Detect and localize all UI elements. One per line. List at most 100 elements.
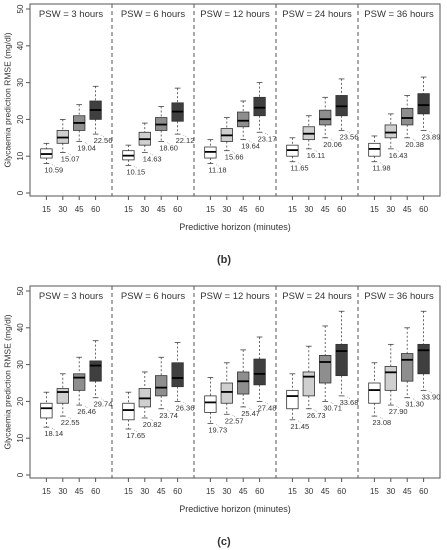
- median-label-leader: [84, 142, 89, 145]
- panel-c-chart: 0 10 20 30 40 50 Glycaemia prediction RMSE (mg…: [2, 285, 441, 514]
- median-label-leader: [265, 133, 269, 136]
- y-tick-label: 50: [16, 286, 25, 295]
- x-tick-label: 60: [173, 487, 182, 496]
- median-label-leader: [347, 131, 351, 134]
- median-label: 23.56: [340, 132, 359, 141]
- median-label-leader: [380, 162, 384, 165]
- median-label: 23.74: [159, 411, 178, 420]
- median-label: 25.47: [241, 409, 260, 418]
- median-label-leader: [380, 416, 384, 420]
- median-label-leader: [429, 131, 433, 134]
- x-tick-label: 60: [337, 487, 346, 496]
- x-tick-label: 45: [403, 487, 412, 496]
- median-label: 33.68: [340, 398, 359, 407]
- x-tick-label: 45: [321, 487, 330, 496]
- median-label: 31.30: [405, 400, 424, 409]
- box-30min: [220, 382, 233, 404]
- median-label-leader: [314, 409, 318, 412]
- box-45min: [401, 107, 414, 126]
- y-tick-label: 10: [16, 151, 25, 160]
- median-label: 26.73: [307, 411, 326, 420]
- median-label-leader: [347, 396, 351, 400]
- group-label: PSW = 3 hours: [39, 9, 103, 20]
- group-label: PSW = 36 hours: [364, 9, 434, 20]
- median-label-leader: [412, 138, 417, 142]
- x-tick-label: 45: [239, 205, 248, 214]
- median-label-leader: [166, 142, 171, 145]
- x-tick-label: 60: [255, 205, 264, 214]
- median-label: 16.11: [307, 151, 325, 160]
- y-tick-label: 10: [16, 433, 25, 442]
- box-15min: [368, 382, 381, 404]
- box-60min: [171, 362, 184, 388]
- median-label-leader: [68, 416, 72, 420]
- median-label: 30.71: [323, 403, 342, 412]
- panel-c-caption: (c): [217, 536, 231, 548]
- y-tick-label: 30: [16, 78, 25, 87]
- group-label: PSW = 24 hours: [282, 9, 352, 20]
- x-tick-label: 30: [386, 205, 395, 214]
- median-label: 22.56: [94, 136, 113, 145]
- median-label-leader: [216, 424, 220, 427]
- y-tick-label: 20: [16, 114, 25, 123]
- plot-frame: [29, 3, 441, 197]
- x-tick-label: 45: [157, 205, 166, 214]
- median-label-leader: [134, 166, 138, 169]
- median-label: 14.63: [143, 155, 162, 164]
- group-label: PSW = 12 hours: [200, 291, 270, 302]
- box-60min: [417, 93, 430, 115]
- median-label: 11.18: [208, 166, 226, 175]
- median-label: 17.65: [126, 431, 145, 440]
- median-label-leader: [183, 134, 187, 138]
- box-15min: [40, 402, 53, 419]
- x-tick-label: 45: [75, 487, 84, 496]
- median-label: 27.90: [389, 407, 408, 416]
- median-label: 10.59: [44, 166, 63, 175]
- median-label: 23.89: [422, 132, 441, 141]
- x-tick-label: 15: [206, 205, 215, 214]
- median-label: 11.98: [372, 164, 390, 173]
- x-tick-label: 15: [288, 205, 297, 214]
- median-label: 26.36: [176, 403, 195, 412]
- box-15min: [286, 389, 299, 410]
- median-label: 15.07: [61, 155, 80, 164]
- median-label: 29.74: [94, 400, 113, 409]
- x-tick-label: 60: [91, 205, 100, 214]
- y-axis-label: Glycaemia prediction RMSE (mg/dl): [2, 314, 12, 449]
- median-label: 22.57: [225, 416, 244, 425]
- x-axis-label: Predictive horizon (minutes): [179, 504, 291, 514]
- x-tick-label: 15: [124, 205, 133, 214]
- box-15min: [122, 402, 135, 421]
- median-label-leader: [216, 164, 220, 167]
- group-label: PSW = 6 hours: [121, 9, 185, 20]
- x-tick-label: 15: [206, 487, 215, 496]
- median-label-leader: [84, 405, 89, 409]
- x-tick-label: 45: [321, 205, 330, 214]
- box-45min: [401, 353, 414, 382]
- group-label: PSW = 3 hours: [39, 291, 103, 302]
- median-label-leader: [101, 134, 105, 138]
- x-tick-label: 30: [386, 487, 395, 496]
- x-tick-label: 45: [157, 487, 166, 496]
- median-label: 19.64: [241, 142, 260, 151]
- x-tick-label: 15: [370, 205, 379, 214]
- median-label-leader: [298, 162, 302, 165]
- x-tick-label: 45: [75, 205, 84, 214]
- median-label-leader: [134, 429, 138, 433]
- x-tick-label: 30: [304, 487, 313, 496]
- box-30min: [302, 371, 315, 397]
- y-tick-label: 50: [16, 4, 25, 13]
- x-tick-label: 30: [304, 205, 313, 214]
- median-label-leader: [232, 151, 236, 154]
- median-label: 15.66: [225, 153, 244, 162]
- x-tick-label: 15: [370, 487, 379, 496]
- median-label: 23.17: [258, 134, 277, 143]
- x-tick-label: 15: [42, 205, 51, 214]
- group-label: PSW = 24 hours: [282, 291, 352, 302]
- x-tick-label: 60: [173, 205, 182, 214]
- median-label-leader: [330, 402, 335, 405]
- x-tick-label: 60: [419, 205, 428, 214]
- median-label: 16.43: [389, 151, 408, 160]
- x-tick-label: 30: [222, 487, 231, 496]
